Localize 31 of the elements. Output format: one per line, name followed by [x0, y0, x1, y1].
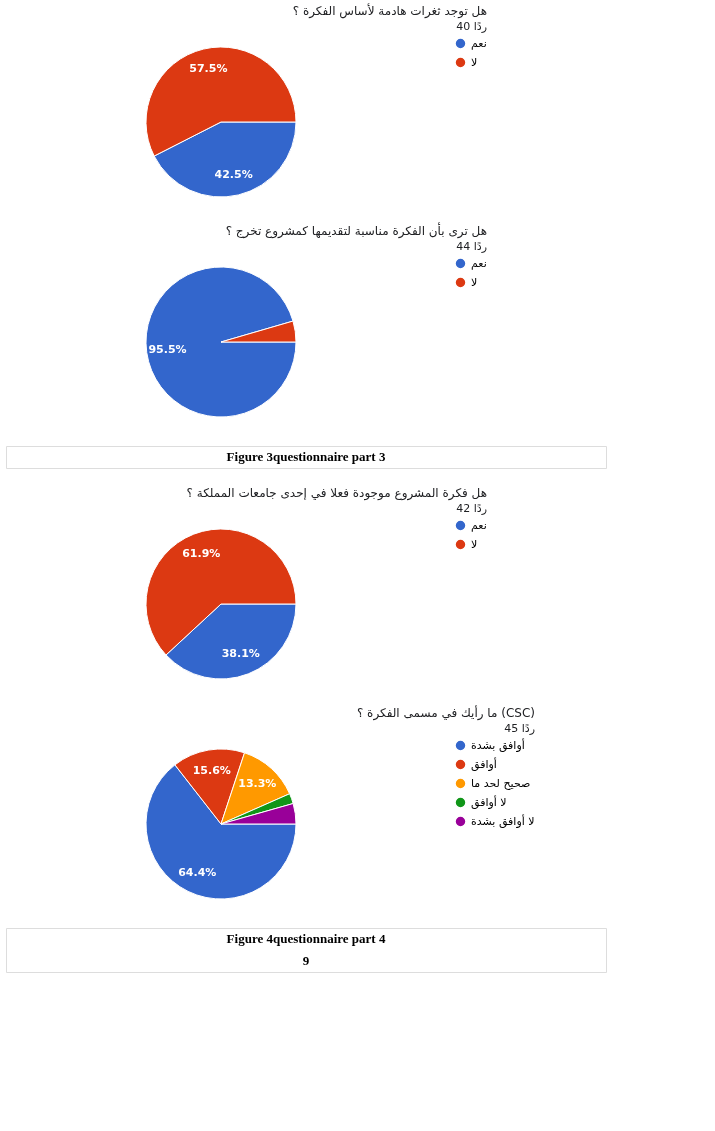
- chart-title: هل توجد ثغرات هادمة لأساس الفكرة ؟: [292, 3, 487, 19]
- chart-subtitle: 45 ردًا: [504, 722, 535, 735]
- legend-label: نعم: [471, 256, 487, 270]
- data-label: 64.4%: [178, 865, 217, 879]
- data-label: 57.5%: [189, 62, 228, 76]
- caption: Figure 4questionnaire part 4: [226, 931, 386, 946]
- legend-label: لا: [471, 275, 478, 289]
- chart-title: ما رأيك في مسمى الفكرة ؟ (CSC): [356, 705, 535, 721]
- chart-title: هل فكرة المشروع موجودة فعلا في إحدى جامعات المملكة ؟: [186, 486, 487, 501]
- caption: Figure 3questionnaire part 3: [226, 449, 386, 464]
- chart-subtitle: 40 ردًا: [456, 20, 487, 33]
- legend-label: صحيح لحد ما: [471, 776, 531, 790]
- data-label: 61.9%: [182, 546, 221, 560]
- data-label: 42.5%: [214, 167, 253, 181]
- text: 9: [302, 953, 310, 968]
- legend-label: أوافق بشدة: [471, 737, 525, 753]
- chart-title: هل ترى بأن الفكرة مناسبة لتقديمها كمشروع تخرج ؟: [225, 222, 487, 239]
- chart-subtitle: 44 ردًا: [456, 240, 487, 253]
- legend-label: لا: [471, 537, 478, 551]
- legend-label: لا أوافق: [471, 794, 507, 810]
- legend-label: نعم: [471, 518, 487, 532]
- legend-label: أوافق: [471, 756, 497, 772]
- legend-label: نعم: [471, 36, 487, 50]
- chart-subtitle: 42 ردًا: [456, 502, 487, 515]
- data-label: 95.5%: [148, 342, 187, 356]
- legend-label: لا: [471, 55, 478, 69]
- data-label: 38.1%: [221, 647, 260, 661]
- data-label: 15.6%: [192, 763, 231, 777]
- legend-label: لا أوافق بشدة: [471, 813, 535, 829]
- data-label: 13.3%: [238, 777, 277, 791]
- pie-slice: [145, 266, 297, 418]
